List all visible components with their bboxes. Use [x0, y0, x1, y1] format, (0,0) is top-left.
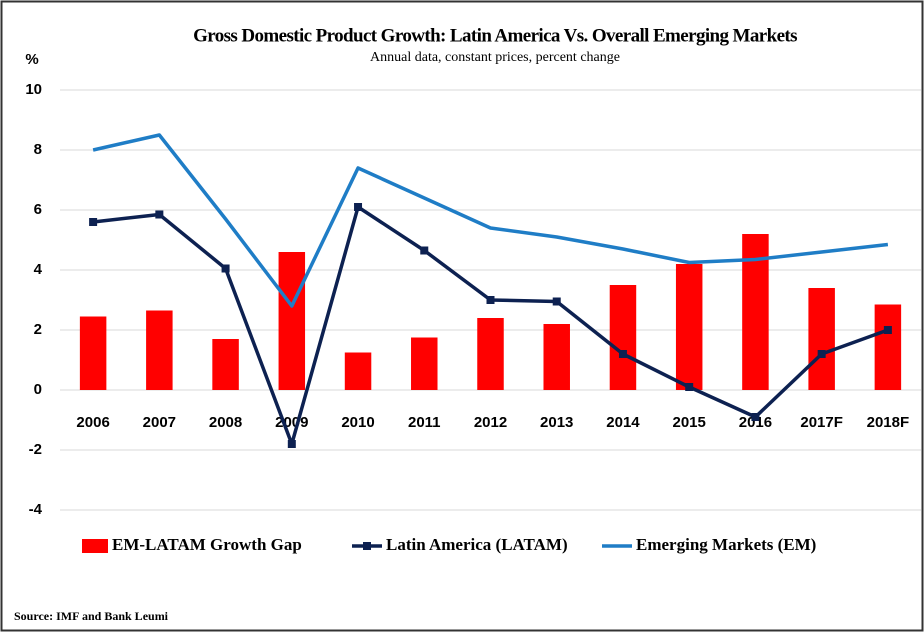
bar	[411, 337, 438, 390]
marker	[486, 296, 495, 304]
marker	[420, 246, 429, 255]
marker	[685, 383, 694, 391]
y-tick-label: 6	[34, 201, 42, 218]
marker	[221, 264, 230, 273]
x-tick-label: 2011	[408, 414, 441, 431]
bar	[874, 304, 902, 390]
bar	[344, 352, 372, 390]
legend-label: Emerging Markets (EM)	[636, 535, 816, 554]
y-tick-label: -4	[29, 501, 43, 518]
y-tick-label: -2	[29, 441, 42, 458]
marker	[751, 413, 760, 421]
legend-label: Latin America (LATAM)	[386, 535, 568, 554]
bar	[146, 310, 173, 390]
y-tick-label: 4	[34, 261, 43, 278]
legend-label: EM-LATAM Growth Gap	[112, 535, 302, 554]
bar	[79, 316, 107, 390]
bar	[808, 288, 835, 390]
y-tick-label: 2	[34, 321, 42, 338]
bar	[212, 339, 239, 390]
marker	[89, 218, 98, 226]
x-tick-label: 2007	[143, 414, 176, 431]
marker	[618, 350, 627, 358]
x-tick-label: 2006	[76, 414, 109, 431]
chart-subtitle: Annual data, constant prices, percent ch…	[370, 50, 620, 65]
x-tick-label: 2008	[209, 414, 242, 431]
marker	[883, 326, 892, 334]
y-tick-label: 10	[25, 81, 42, 98]
x-tick-label: 2018F	[867, 414, 910, 431]
y-axis-label: %	[25, 51, 38, 68]
x-tick-label: 2015	[673, 414, 706, 431]
x-tick-label: 2016	[739, 414, 772, 431]
bar	[609, 285, 637, 390]
marker	[287, 440, 296, 448]
legend-swatch	[82, 539, 108, 553]
bar	[543, 324, 570, 390]
source: Source: IMF and Bank Leumi	[14, 609, 169, 623]
bar	[278, 252, 306, 390]
x-tick-label: 2014	[606, 414, 640, 431]
chart-title: Gross Domestic Product Growth: Latin Ame…	[193, 25, 797, 46]
y-tick-label: 0	[34, 381, 42, 398]
y-tick-label: 8	[34, 141, 42, 158]
marker	[155, 210, 164, 219]
x-tick-label: 2012	[474, 414, 507, 431]
x-tick-label: 2010	[341, 414, 374, 431]
bar	[477, 318, 504, 390]
bar	[675, 264, 703, 390]
marker	[817, 350, 826, 358]
legend-marker	[363, 542, 371, 550]
line	[92, 133, 889, 308]
marker	[354, 203, 363, 211]
marker	[552, 297, 561, 306]
x-tick-label: 2017F	[800, 414, 843, 431]
x-tick-label: 2013	[540, 414, 573, 431]
